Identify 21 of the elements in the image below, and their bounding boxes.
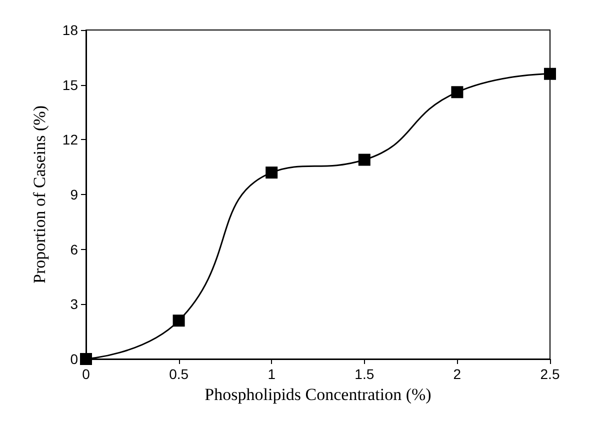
y-tick-label: 0	[70, 351, 78, 367]
x-tick-label: 2	[453, 366, 462, 382]
y-tick-label: 15	[62, 76, 78, 93]
point	[451, 86, 464, 98]
point	[544, 68, 556, 80]
point	[358, 154, 370, 166]
x-tick-label: 0.5	[169, 366, 189, 382]
point	[266, 166, 278, 179]
point	[80, 353, 92, 365]
x-tick-label: 0	[82, 366, 90, 382]
y-tick-label: 6	[70, 241, 78, 258]
y-tick-label: 12	[62, 132, 78, 148]
y-tick-label: 18	[62, 22, 78, 38]
x-axis-title: Phospholipids Concentration (%)	[204, 384, 432, 404]
point	[172, 314, 185, 327]
y-axis-title: Proportion of Caseins (%)	[30, 105, 49, 284]
x-tick-label: 2.5	[540, 366, 560, 382]
y-tick-label: 9	[70, 186, 78, 202]
y-tick-label: 3	[70, 296, 78, 312]
x-tick-label: 1	[268, 366, 276, 382]
x-tick-label: 1.5	[354, 366, 374, 382]
